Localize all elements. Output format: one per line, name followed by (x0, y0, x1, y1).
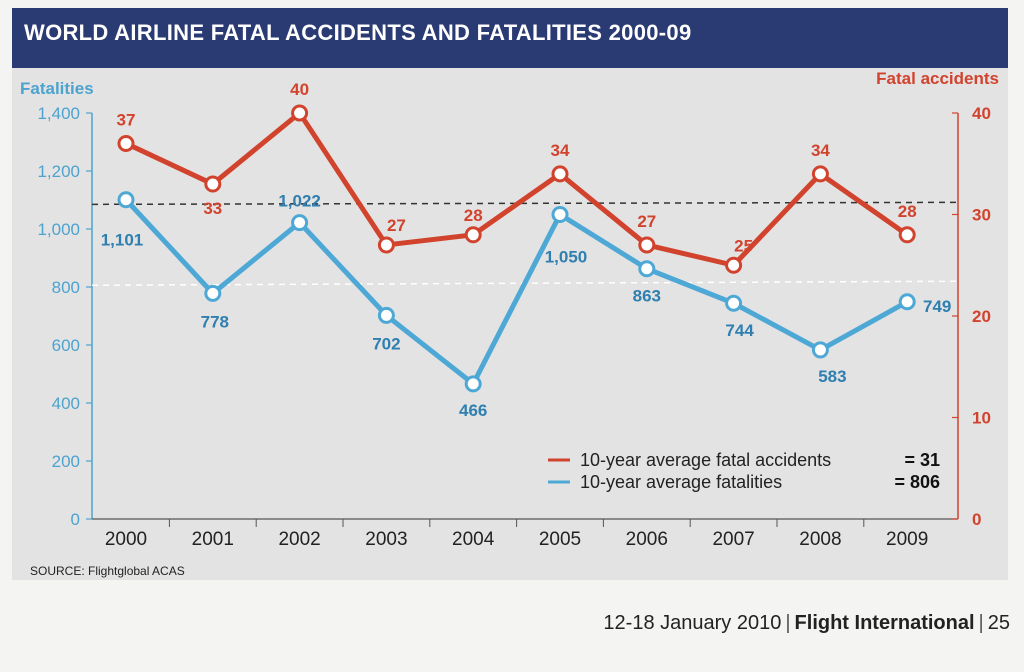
legend-label: 10-year average fatal accidents (580, 450, 831, 470)
data-label-accidents: 37 (117, 110, 136, 129)
x-tick-label: 2009 (886, 529, 928, 550)
left-tick-label: 0 (71, 510, 80, 529)
x-tick-label: 2002 (278, 529, 320, 550)
data-point-accidents (725, 256, 743, 274)
data-label-fatalities: 744 (725, 321, 754, 340)
data-point-fatalities (464, 375, 482, 393)
left-tick-label: 1,200 (37, 162, 80, 181)
footer-separator: | (978, 612, 984, 634)
source-note: SOURCE: Flightglobal ACAS (30, 564, 185, 578)
left-tick-label: 1,000 (37, 220, 80, 239)
data-point-fatalities (291, 214, 309, 232)
footer-separator: | (785, 612, 791, 634)
data-point-accidents (377, 236, 395, 254)
avg-accidents-line (91, 201, 959, 206)
x-tick-label: 2004 (452, 529, 495, 550)
data-point-accidents (811, 165, 829, 183)
data-label-fatalities: 702 (372, 334, 400, 353)
footer-date: 12-18 January 2010 (603, 612, 782, 634)
data-label-accidents: 40 (290, 80, 309, 99)
x-tick-label: 2000 (105, 529, 147, 550)
data-label-accidents: 27 (387, 216, 406, 235)
data-point-fatalities (204, 284, 222, 302)
data-point-fatalities (811, 341, 829, 359)
series-line-fatalities (124, 198, 909, 387)
data-label-accidents: 34 (551, 141, 570, 160)
data-label-accidents: 25 (734, 236, 753, 255)
legend-label: 10-year average fatalities (580, 472, 782, 492)
footer-magazine: Flight International (794, 612, 975, 634)
data-point-fatalities (117, 191, 135, 209)
footer-page-number: 25 (987, 612, 1010, 634)
data-label-fatalities: 1,022 (278, 192, 321, 211)
data-label-fatalities: 749 (923, 297, 951, 316)
data-point-accidents (638, 236, 656, 254)
title-bar (12, 8, 1008, 68)
data-label-accidents: 28 (464, 206, 483, 225)
page-footer: 12-18 January 2010 | Flight International |… (603, 612, 1010, 635)
data-label-accidents: 33 (203, 199, 222, 218)
data-point-accidents (117, 134, 135, 152)
data-label-accidents: 34 (811, 141, 830, 160)
right-tick-label: 0 (972, 510, 981, 529)
data-label-fatalities: 778 (201, 312, 229, 331)
data-label-fatalities: 1,050 (545, 248, 588, 267)
right-tick-label: 30 (972, 206, 991, 225)
x-tick-label: 2005 (539, 529, 581, 550)
right-tick-label: 40 (972, 104, 991, 123)
data-label-fatalities: 863 (633, 287, 661, 306)
series-line-accidents (124, 110, 909, 268)
x-tick-label: 2003 (365, 529, 407, 550)
legend-value: = 806 (894, 472, 940, 492)
data-point-fatalities (551, 206, 569, 223)
left-tick-label: 600 (52, 336, 80, 355)
left-tick-label: 1,400 (37, 104, 80, 123)
x-tick-label: 2001 (192, 529, 234, 550)
right-tick-label: 20 (972, 307, 991, 326)
data-point-accidents (898, 226, 916, 244)
x-tick-label: 2008 (799, 529, 841, 550)
x-tick-label: 2007 (712, 529, 754, 550)
data-point-fatalities (638, 260, 656, 278)
data-point-fatalities (377, 306, 395, 324)
x-tick-label: 2006 (626, 529, 668, 550)
data-label-fatalities: 1,101 (101, 231, 144, 250)
data-point-fatalities (725, 294, 743, 312)
right-axis-label: Fatal accidents (876, 69, 999, 88)
legend-value: = 31 (904, 450, 940, 470)
data-label-accidents: 28 (898, 202, 917, 221)
chart-title: WORLD AIRLINE FATAL ACCIDENTS AND FATALI… (24, 20, 692, 45)
right-tick-label: 10 (972, 409, 991, 428)
data-point-accidents (291, 104, 309, 122)
data-label-fatalities: 583 (818, 367, 846, 386)
data-label-accidents: 27 (637, 212, 656, 231)
left-tick-label: 400 (52, 394, 80, 413)
left-tick-label: 800 (52, 278, 80, 297)
data-point-accidents (464, 226, 482, 244)
left-tick-label: 200 (52, 452, 80, 471)
chart-panel (12, 8, 1008, 580)
data-label-fatalities: 466 (459, 401, 487, 420)
data-point-accidents (204, 175, 222, 193)
data-point-accidents (551, 165, 569, 183)
left-axis-label: Fatalities (20, 79, 94, 98)
data-point-fatalities (898, 293, 916, 311)
